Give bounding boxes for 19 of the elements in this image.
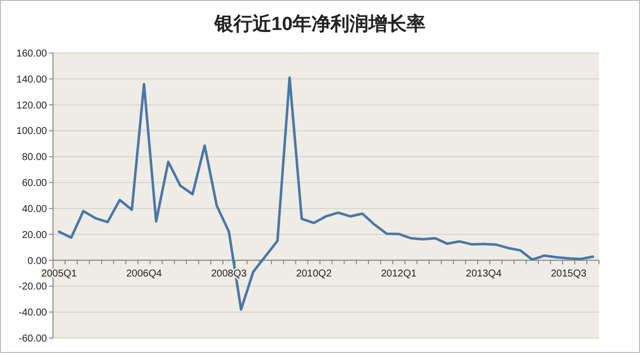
x-tick-label: 2010Q2 xyxy=(296,268,332,280)
y-tick-label: 60.00 xyxy=(22,178,48,190)
y-tick-label: 160.00 xyxy=(16,48,48,60)
chart-title: 银行近10年净利润增长率 xyxy=(213,13,426,35)
y-tick-label: -40.00 xyxy=(18,308,48,319)
x-tick-label: 2005Q1 xyxy=(41,268,78,280)
x-tick-label: 2012Q1 xyxy=(381,268,418,280)
y-tick-label: 100.00 xyxy=(16,126,48,138)
y-tick-label: 80.00 xyxy=(22,152,48,164)
y-tick-label: 40.00 xyxy=(22,204,48,215)
x-tick-label: 2015Q3 xyxy=(550,268,587,280)
y-tick-label: -20.00 xyxy=(18,282,48,293)
x-tick-label: 2006Q4 xyxy=(126,268,162,280)
y-tick-label: -60.00 xyxy=(18,334,48,344)
y-tick-label: 120.00 xyxy=(16,100,48,112)
y-tick-label: 140.00 xyxy=(16,74,48,86)
y-tick-label: 0.00 xyxy=(28,256,48,267)
y-tick-label: 20.00 xyxy=(22,230,48,241)
x-tick-label: 2013Q4 xyxy=(466,268,502,280)
